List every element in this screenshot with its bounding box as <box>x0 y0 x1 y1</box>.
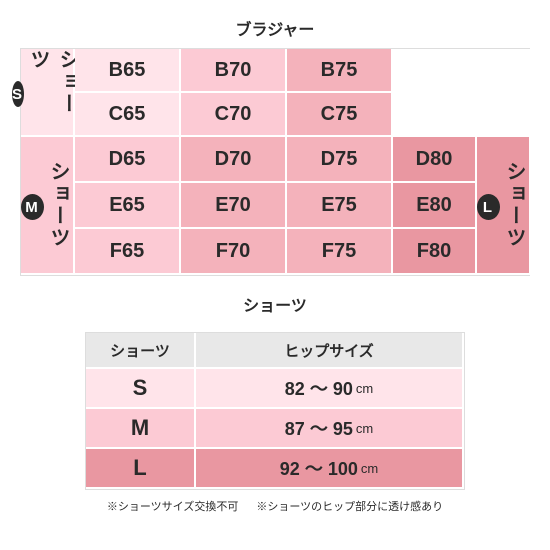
cell: D65 <box>75 137 181 183</box>
range-text: 87 〜 95 <box>285 415 353 441</box>
bra-size-grid: ショーツ S B65 B70 B75 C65 C70 C75 ショーツ M D6… <box>20 48 530 276</box>
cell: E65 <box>75 183 181 229</box>
badge-m: M <box>21 194 44 220</box>
footnotes: ※ショーツサイズ交換不可 ※ショーツのヒップ部分に透け感あり <box>107 498 443 514</box>
cell: B75 <box>287 49 393 93</box>
shorts-l-label: ショーツ L <box>477 137 531 275</box>
cell: B70 <box>181 49 287 93</box>
range-text: 92 〜 100 <box>280 455 358 481</box>
cell: E70 <box>181 183 287 229</box>
cell: F65 <box>75 229 181 275</box>
shorts-text: ショーツ <box>24 49 82 135</box>
cell: C75 <box>287 93 393 137</box>
note-2: ※ショーツのヒップ部分に透け感あり <box>256 498 443 514</box>
shorts-m-label: ショーツ M <box>21 137 75 275</box>
shorts-title: ショーツ <box>243 292 307 316</box>
cell: D70 <box>181 137 287 183</box>
shorts-s-label: ショーツ S <box>21 49 75 137</box>
cell: F80 <box>393 229 477 275</box>
shorts-range-s: 82 〜 90cm <box>196 369 464 409</box>
cell: D80 <box>393 137 477 183</box>
shorts-col1: ショーツ <box>86 333 196 369</box>
note-1: ※ショーツサイズ交換不可 <box>107 498 238 514</box>
shorts-size-m: M <box>86 409 196 449</box>
cell: F75 <box>287 229 393 275</box>
cell: F70 <box>181 229 287 275</box>
shorts-size-l: L <box>86 449 196 489</box>
bra-title: ブラジャー <box>236 16 315 40</box>
empty <box>393 49 531 137</box>
shorts-range-l: 92 〜 100cm <box>196 449 464 489</box>
cell: E80 <box>393 183 477 229</box>
cell: B65 <box>75 49 181 93</box>
shorts-text: ショーツ <box>500 161 529 249</box>
unit: cm <box>356 381 373 396</box>
cell: C65 <box>75 93 181 137</box>
shorts-size-s: S <box>86 369 196 409</box>
cell: D75 <box>287 137 393 183</box>
cell: E75 <box>287 183 393 229</box>
shorts-text: ショーツ <box>44 161 73 249</box>
shorts-range-m: 87 〜 95cm <box>196 409 464 449</box>
range-text: 82 〜 90 <box>285 375 353 401</box>
badge-s: S <box>12 81 24 107</box>
cell: C70 <box>181 93 287 137</box>
shorts-col2: ヒップサイズ <box>196 333 464 369</box>
shorts-table: ショーツ ヒップサイズ S 82 〜 90cm M 87 〜 95cm L 92… <box>85 332 465 490</box>
unit: cm <box>356 421 373 436</box>
unit: cm <box>361 461 378 476</box>
badge-l: L <box>477 194 500 220</box>
